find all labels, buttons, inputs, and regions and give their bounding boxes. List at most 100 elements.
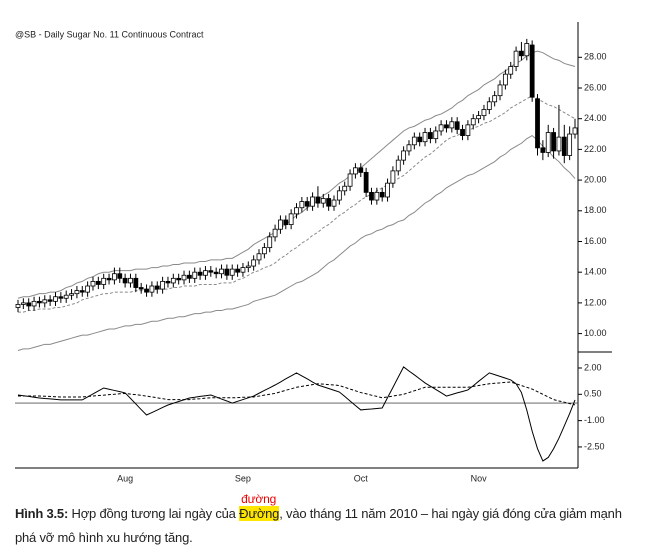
candle-body [160,280,166,290]
y-tick-label: 24.00 [584,113,607,123]
y-tick-label: 22.00 [584,144,607,154]
candle-body [181,274,187,281]
candle-body [154,285,160,290]
candle-body [358,167,364,173]
candle-body [395,159,401,172]
caption-highlight: Đường [239,506,280,521]
candle-body [278,219,283,230]
y-tick-label: 20.00 [584,174,607,184]
candle-body [433,130,439,140]
candle-body [85,285,91,293]
candle-body [310,196,315,207]
candle-body [261,247,267,255]
caption-text: Hợp đồng tương lai ngày của [68,506,240,521]
candle-body [551,132,556,152]
candle-body [465,124,471,136]
candle-body [385,182,390,198]
candle-body [294,207,299,215]
candle-body [219,268,224,275]
y-tick-label: 16.00 [584,236,607,246]
candle-body [374,191,380,201]
candle-body [390,170,396,184]
candle-body [406,144,412,152]
candle-body [299,201,305,209]
candle-body [513,50,519,67]
series-line [18,95,576,313]
candle-body [203,270,208,276]
chart: @SB - Daily Sugar No. 11 Continuous Cont… [15,22,612,483]
candle-body [422,132,428,143]
candle-body [176,277,182,281]
candle-body [572,127,578,135]
candle-body [251,259,257,267]
candle-body [476,115,481,120]
candle-body [58,296,64,299]
series-line [17,366,576,462]
series-line [17,134,576,351]
candle-body [411,136,417,146]
candle-body [149,285,155,293]
candle-body [186,274,192,279]
candle-body [508,66,514,75]
candle-body [90,280,96,287]
candle-body [288,213,294,226]
candle-body [47,299,53,302]
candle-body [427,132,433,140]
annotation: đường [241,492,277,506]
y-tick-label: 26.00 [584,82,607,92]
y-tick-label: 14.00 [584,267,607,277]
candle-body [69,293,74,296]
candle-body [561,136,567,156]
candle-body [460,129,465,136]
candle-body [224,268,230,276]
y-tick-label: 2.00 [584,362,602,372]
candle-body [342,185,348,192]
candle-body [519,50,524,57]
candle-body [165,280,171,284]
x-tick-label: Aug [117,473,133,483]
candle-body [369,191,374,201]
candle-body [502,73,508,86]
candle-body [192,271,198,279]
candle-body [529,44,535,98]
candle-body [470,118,476,126]
series-line [17,50,576,299]
candle-body [363,172,369,193]
candle-body [535,98,540,149]
candle-body [213,271,219,275]
candle-body [331,199,337,207]
candle-body [106,277,112,281]
candle-body [42,299,48,304]
y-tick-label: 0.50 [584,389,602,399]
candle-body [256,253,262,261]
candle-body [74,290,80,295]
candle-body [240,267,246,273]
candle-body [197,271,203,276]
candle-body [326,198,332,207]
series-line [18,381,576,406]
candle-body [267,236,273,249]
candle-body [556,136,562,152]
y-tick-label: 18.00 [584,205,607,215]
candle-body [37,300,42,304]
x-tick-label: Nov [471,473,488,483]
candle-body [283,219,289,226]
caption-label: Hình 3.5: [15,506,69,521]
candle-body [101,277,107,285]
candle-body [524,43,530,57]
candle-body [379,191,385,198]
candle-body [540,147,546,153]
candle-body [315,196,321,204]
candle-body [401,150,407,161]
candle-body [144,288,149,293]
candle-body [353,167,358,175]
y-tick-label: -1.00 [584,415,605,425]
candle-body [95,280,101,285]
candle-body [486,101,492,110]
x-tick-label: Oct [354,473,369,483]
candle-body [492,95,498,103]
candle-body [545,132,551,153]
candle-body [417,136,423,143]
candle-body [63,294,69,299]
